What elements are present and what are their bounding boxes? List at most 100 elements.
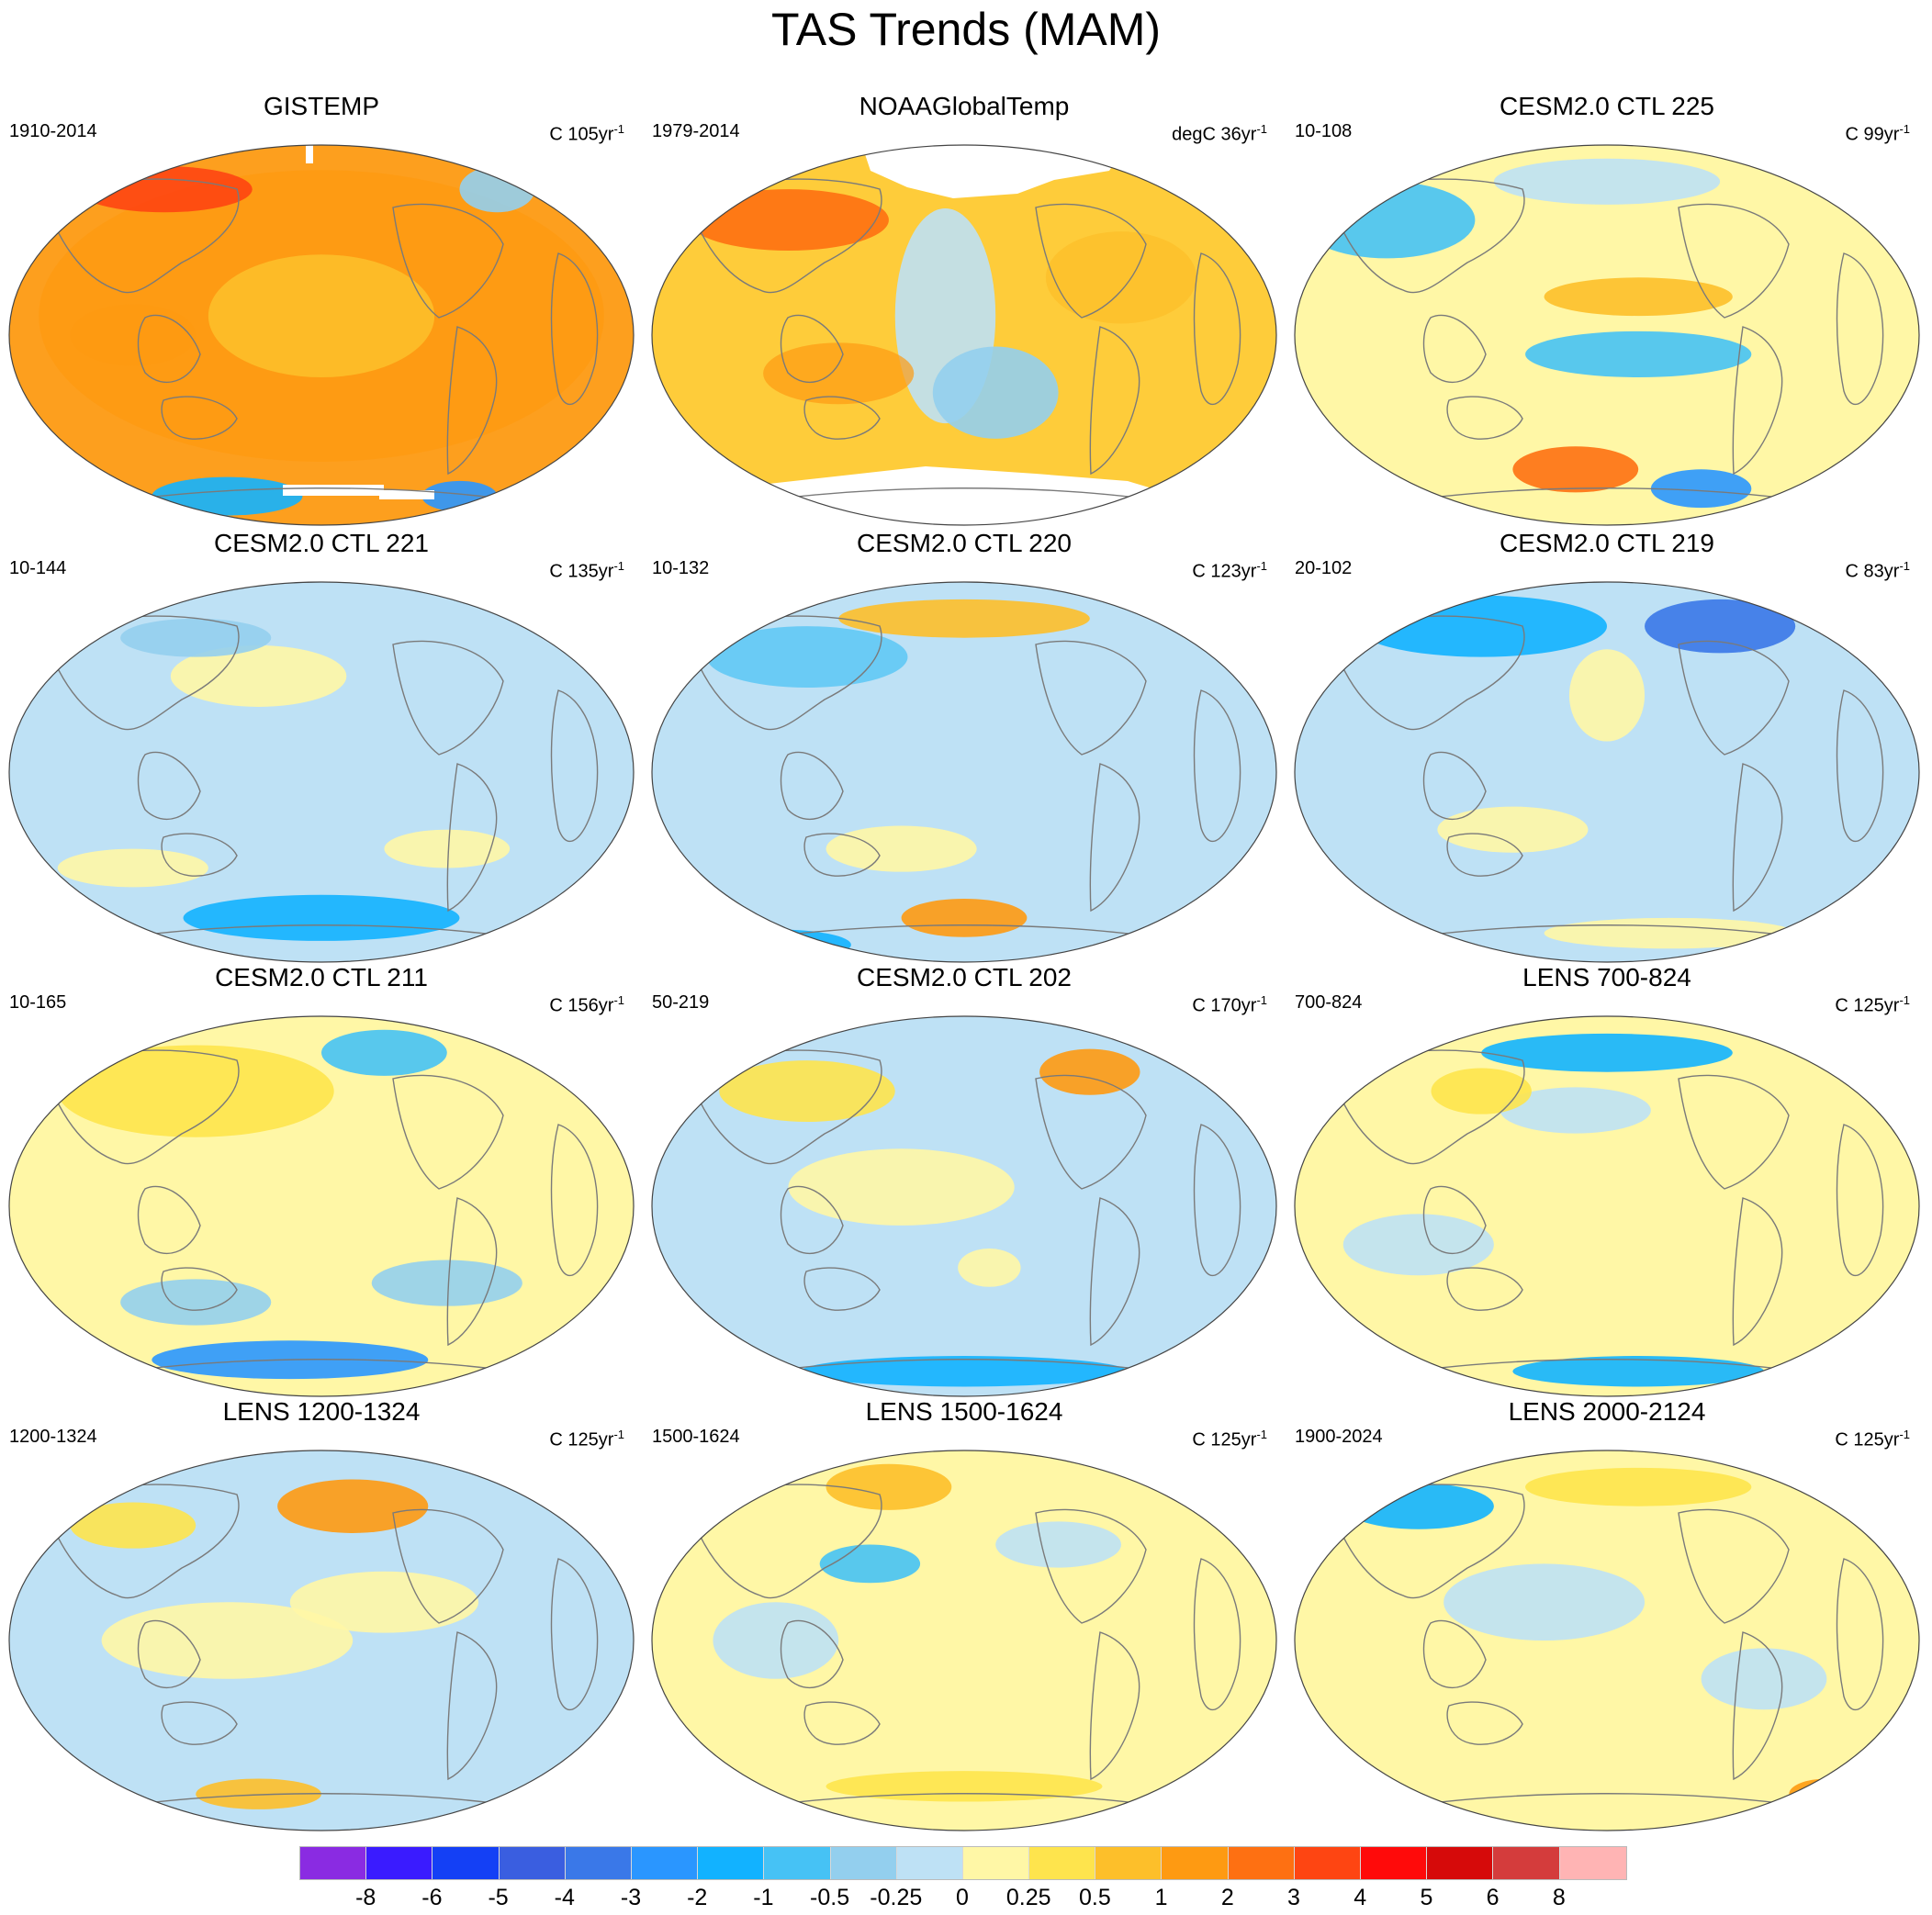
trend-region	[170, 645, 347, 707]
colorbar-swatch	[830, 1847, 897, 1879]
trend-region	[1443, 1563, 1646, 1641]
trend-region	[371, 1260, 522, 1306]
colorbar-swatch	[1493, 1847, 1560, 1879]
trend-region	[57, 1045, 334, 1137]
coastline	[137, 1185, 201, 1254]
units-label: C 83yr-1	[1846, 555, 1910, 583]
trend-region	[1342, 1214, 1494, 1276]
colorbar	[299, 1846, 1627, 1880]
colorbar-tick-label: 6	[1486, 1885, 1500, 1910]
trend-region	[713, 1602, 839, 1679]
colorbar-tick-label: 0.25	[1005, 1885, 1051, 1910]
coastline	[550, 1558, 599, 1711]
trend-map	[651, 1015, 1277, 1397]
map-border	[1294, 1450, 1920, 1831]
coastline	[803, 396, 881, 440]
trend-region	[1493, 158, 1721, 205]
trend-region	[1045, 231, 1197, 324]
map-border	[1294, 144, 1920, 526]
coastline	[392, 1074, 504, 1190]
trend-map	[8, 1015, 635, 1397]
colorbar-swatch	[1361, 1847, 1428, 1879]
trend-region	[1650, 469, 1752, 509]
coastline	[759, 1793, 1165, 1808]
period-label: 50-219	[652, 992, 710, 1013]
coastline	[1035, 1074, 1147, 1190]
trend-region	[958, 1248, 1021, 1287]
trend-map	[1294, 1450, 1920, 1831]
coastline	[1422, 1619, 1487, 1688]
coastline	[1402, 1793, 1808, 1808]
trend-map	[1294, 144, 1920, 526]
units-label: C 99yr-1	[1846, 118, 1910, 146]
coastline	[1402, 1359, 1808, 1373]
coastline	[392, 640, 504, 756]
map-border	[8, 144, 635, 526]
colorbar-tick-label: 3	[1287, 1885, 1300, 1910]
trend-region	[1437, 806, 1589, 853]
period-label: 1900-2024	[1295, 1427, 1383, 1447]
coastline	[117, 924, 522, 939]
colorbar-swatch	[300, 1847, 367, 1879]
units-text: C 125yr	[1835, 1429, 1900, 1450]
panel-title: LENS 1200-1324	[222, 1397, 421, 1426]
coastline	[1836, 689, 1884, 843]
period-label: 10-165	[9, 992, 67, 1013]
coastline	[1193, 252, 1241, 406]
trend-region	[763, 342, 915, 405]
units-exponent: -1	[1256, 993, 1267, 1007]
trend-region	[788, 1148, 1015, 1226]
trend-region	[1544, 917, 1796, 949]
units-text: C 105yr	[549, 124, 614, 145]
map-panel: LENS 2000-2124 1900-2024 C 125yr-1	[1286, 1396, 1928, 1832]
units-exponent: -1	[613, 1428, 624, 1441]
coastline	[1678, 1508, 1790, 1624]
coastline	[1422, 751, 1487, 820]
trend-region	[826, 1771, 1103, 1802]
coastline	[1446, 396, 1523, 440]
units-exponent: -1	[1899, 122, 1910, 136]
map-border	[8, 581, 635, 963]
trend-region	[932, 346, 1059, 439]
trend-region	[1525, 330, 1752, 377]
units-text: C 125yr	[549, 1429, 614, 1450]
units-exponent: -1	[1256, 1428, 1267, 1441]
coastline	[1035, 1508, 1147, 1624]
trend-region	[826, 1463, 952, 1510]
panel-title: CESM2.0 CTL 202	[857, 963, 1072, 991]
panel-title: GISTEMP	[263, 92, 379, 120]
colorbar-tick-label: -5	[488, 1885, 509, 1910]
units-text: C 135yr	[549, 561, 614, 582]
panel-title: LENS 700-824	[1522, 963, 1691, 991]
colorbar-swatch	[1162, 1847, 1229, 1879]
coastline	[1678, 640, 1790, 756]
trend-region	[1431, 1068, 1532, 1114]
coastline	[1035, 203, 1147, 319]
trend-region	[706, 626, 908, 689]
coastline	[1422, 1185, 1487, 1254]
trend-region	[719, 1060, 895, 1123]
units-exponent: -1	[613, 993, 624, 1007]
colorbar-swatch	[698, 1847, 765, 1879]
panel-title: LENS 2000-2124	[1508, 1397, 1706, 1426]
units-label: C 135yr-1	[549, 555, 624, 583]
units-exponent: -1	[1899, 993, 1910, 1007]
coastline	[1678, 1074, 1790, 1190]
trend-region	[384, 829, 511, 868]
colorbar-tick-label: 4	[1354, 1885, 1367, 1910]
trend-region	[459, 166, 535, 213]
missing-data-region	[283, 485, 384, 496]
map-panel: CESM2.0 CTL 221 10-144 C 135yr-1	[0, 528, 643, 964]
coastline	[1836, 1124, 1884, 1277]
period-label: 20-102	[1295, 558, 1353, 578]
colorbar-tick-label: -3	[620, 1885, 642, 1910]
trend-map	[1294, 1015, 1920, 1397]
coastline	[803, 833, 881, 877]
trend-region	[838, 599, 1090, 638]
colorbar-tick-label: 0	[956, 1885, 969, 1910]
colorbar-tick-label: -0.5	[810, 1885, 850, 1910]
units-exponent: -1	[613, 559, 624, 573]
period-label: 10-108	[1295, 121, 1353, 141]
trend-map	[651, 581, 1277, 963]
trend-region	[1512, 446, 1639, 493]
